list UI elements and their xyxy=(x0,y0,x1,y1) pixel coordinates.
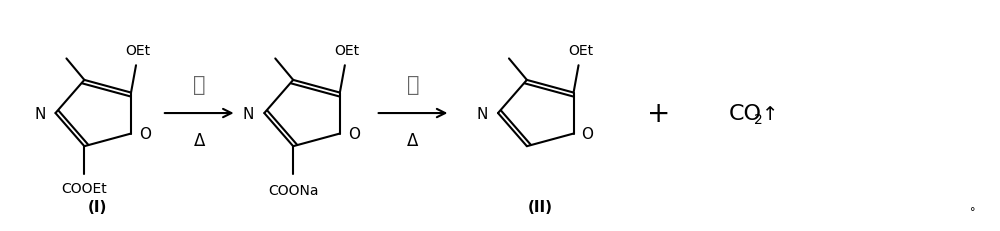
Text: N: N xyxy=(34,106,46,121)
Text: O: O xyxy=(139,127,151,141)
Text: O: O xyxy=(348,127,360,141)
Text: +: + xyxy=(647,100,671,128)
Text: (I): (I) xyxy=(88,199,107,214)
Text: 酸: 酸 xyxy=(407,74,419,94)
Text: Δ: Δ xyxy=(407,132,419,150)
Text: N: N xyxy=(243,106,254,121)
Text: COONa: COONa xyxy=(268,183,318,198)
Text: Δ: Δ xyxy=(193,132,205,150)
Text: 2: 2 xyxy=(754,112,762,126)
Text: ↑: ↑ xyxy=(762,104,778,123)
Text: OEt: OEt xyxy=(334,44,359,58)
Text: 碱: 碱 xyxy=(193,74,205,94)
Text: (II): (II) xyxy=(527,199,552,214)
Text: OEt: OEt xyxy=(125,44,151,58)
Text: N: N xyxy=(477,106,488,121)
Text: O: O xyxy=(582,127,594,141)
Text: OEt: OEt xyxy=(568,44,593,58)
Text: COOEt: COOEt xyxy=(61,182,107,195)
Text: CO: CO xyxy=(729,103,762,124)
Text: °: ° xyxy=(970,206,975,216)
